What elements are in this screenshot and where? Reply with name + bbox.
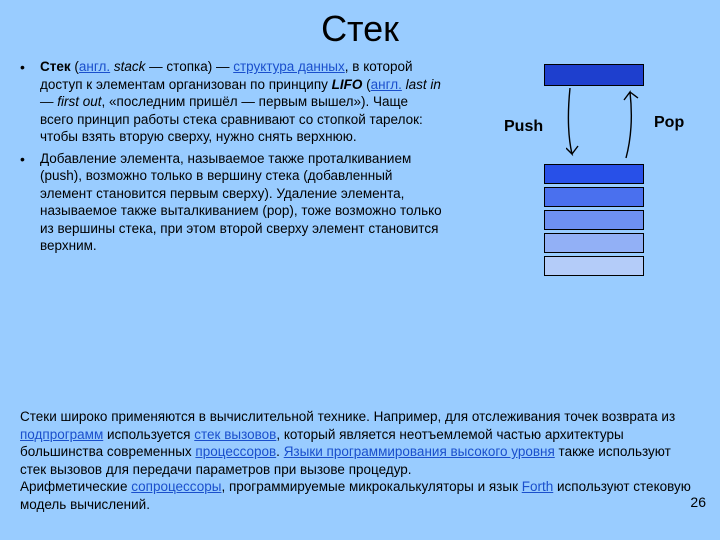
link-english[interactable]: англ. xyxy=(79,59,110,74)
link-subroutines[interactable]: подпрограмм xyxy=(20,427,103,442)
link-processors[interactable]: процессоров xyxy=(195,444,276,459)
diagram-top-box xyxy=(544,64,644,86)
stack-box xyxy=(544,187,644,207)
stack-box xyxy=(544,210,644,230)
push-label: Push xyxy=(504,118,543,136)
text: — стопка) — xyxy=(145,59,233,74)
stack-box xyxy=(544,164,644,184)
stack-box xyxy=(544,233,644,253)
push-arrow-icon xyxy=(566,88,590,166)
link-coprocessors[interactable]: сопроцессоры xyxy=(131,479,221,494)
text: LIFO xyxy=(332,77,363,92)
text: stack xyxy=(114,59,146,74)
text-column: Стек (англ. stack — стопка) — структура … xyxy=(14,58,444,259)
text: . xyxy=(276,444,284,459)
stack-box xyxy=(544,256,644,276)
link-forth[interactable]: Forth xyxy=(522,479,554,494)
link-call-stack[interactable]: стек вызовов xyxy=(194,427,276,442)
stack-diagram: Push Pop xyxy=(444,58,700,259)
footer-paragraph: Стеки широко применяются в вычислительно… xyxy=(20,408,698,513)
text: Арифметические xyxy=(20,479,131,494)
bullet-2: Добавление элемента, называемое также пр… xyxy=(14,150,444,255)
text: ( xyxy=(362,77,370,92)
text: , программируемые микрокалькуляторы и яз… xyxy=(221,479,521,494)
bullet-1: Стек (англ. stack — стопка) — структура … xyxy=(14,58,444,146)
text: Стеки широко применяются в вычислительно… xyxy=(20,409,675,424)
page-number: 26 xyxy=(690,494,706,510)
stack-boxes xyxy=(544,164,644,276)
link-english-2[interactable]: англ. xyxy=(371,77,402,92)
bullet-list: Стек (англ. stack — стопка) — структура … xyxy=(14,58,444,255)
text: Стек xyxy=(40,59,71,74)
pop-label: Pop xyxy=(654,114,684,132)
content-row: Стек (англ. stack — стопка) — структура … xyxy=(0,58,720,259)
link-high-level-lang[interactable]: Языки программирования высокого уровня xyxy=(284,444,555,459)
slide-title: Стек xyxy=(0,0,720,58)
text: используется xyxy=(103,427,194,442)
link-data-structure[interactable]: структура данных xyxy=(233,59,345,74)
pop-arrow-icon xyxy=(620,88,644,166)
